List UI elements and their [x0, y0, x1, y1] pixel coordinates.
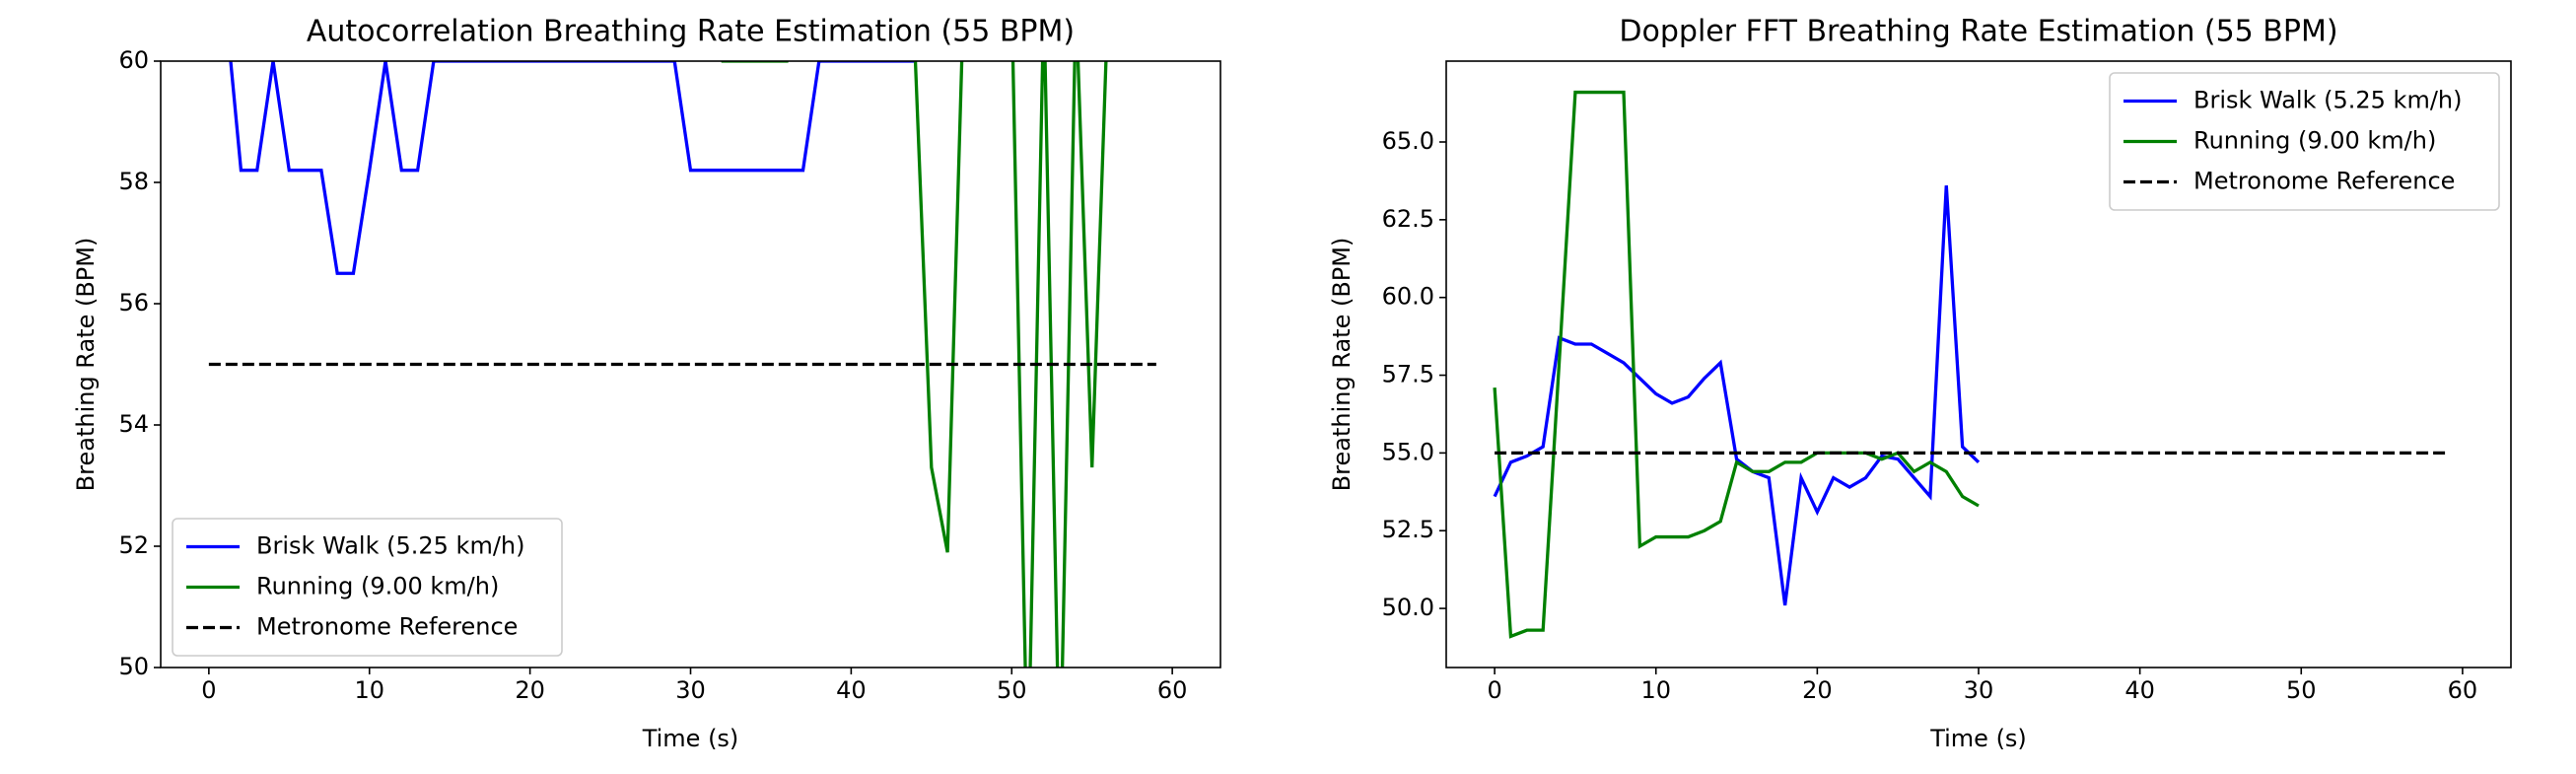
x-tick-label: 10 [1640, 676, 1671, 704]
legend-frame [172, 518, 563, 657]
legend-label: Metronome Reference [2193, 168, 2455, 195]
x-tick-label: 30 [1964, 676, 1994, 704]
x-tick-label: 30 [675, 676, 706, 704]
y-tick-label: 65.0 [1382, 127, 1434, 155]
x-tick-label: 20 [1802, 676, 1833, 704]
y-tick-label: 50.0 [1382, 594, 1434, 621]
x-tick-label: 0 [201, 676, 216, 704]
x-tick-label: 20 [515, 676, 545, 704]
axes-frame [160, 60, 1221, 668]
x-tick-label: 10 [354, 676, 384, 704]
y-tick-label: 57.5 [1382, 361, 1434, 388]
y-axis-label: Breathing Rate (BPM) [72, 238, 100, 492]
x-tick-label: 50 [2286, 676, 2317, 704]
y-tick-label: 58 [118, 168, 149, 195]
data-line [1493, 185, 1981, 606]
y-axis-label: Breathing Rate (BPM) [1328, 238, 1356, 492]
x-tick-label: 0 [1487, 676, 1501, 704]
x-tick-label: 40 [2124, 676, 2155, 704]
axes-frame [1445, 60, 2512, 668]
y-tick-label: 56 [118, 289, 149, 317]
y-tick-label: 60.0 [1382, 283, 1434, 311]
y-tick-label: 62.5 [1382, 205, 1434, 233]
x-axis-label: Time (s) [1929, 725, 2027, 752]
y-tick-label: 60 [118, 46, 149, 74]
legend: Brisk Walk (5.25 km/h) Running (9.00 km/h… [172, 518, 563, 657]
y-tick-label: 52.5 [1382, 516, 1434, 543]
x-tick-label: 60 [2448, 676, 2478, 704]
data-line [1493, 90, 1980, 639]
y-tick-label: 54 [118, 410, 149, 438]
y-tick-label: 55.0 [1382, 438, 1434, 465]
chart-title: Autocorrelation Breathing Rate Estimatio… [307, 15, 1075, 49]
legend-label: Metronome Reference [256, 613, 518, 641]
legend-label: Running (9.00 km/h) [256, 573, 499, 600]
y-tick-label: 50 [118, 653, 149, 680]
x-axis-label: Time (s) [642, 725, 739, 752]
legend-label: Brisk Walk (5.25 km/h) [256, 532, 525, 560]
legend-label: Brisk Walk (5.25 km/h) [2193, 87, 2463, 114]
subplot: Doppler FFT Breathing Rate Estimation (5… [1328, 15, 2512, 752]
data-line [721, 61, 1108, 668]
x-tick-label: 40 [836, 676, 867, 704]
x-tick-label: 50 [997, 676, 1027, 704]
legend-frame [2109, 72, 2500, 211]
data-line [229, 61, 916, 275]
legend-label: Running (9.00 km/h) [2193, 127, 2436, 155]
legend: Brisk Walk (5.25 km/h) Running (9.00 km/h… [2109, 72, 2500, 211]
chart-title: Doppler FFT Breathing Rate Estimation (5… [1619, 15, 2337, 49]
y-tick-label: 52 [118, 531, 149, 559]
subplot: Autocorrelation Breathing Rate Estimatio… [72, 15, 1221, 752]
x-tick-label: 60 [1157, 676, 1188, 704]
